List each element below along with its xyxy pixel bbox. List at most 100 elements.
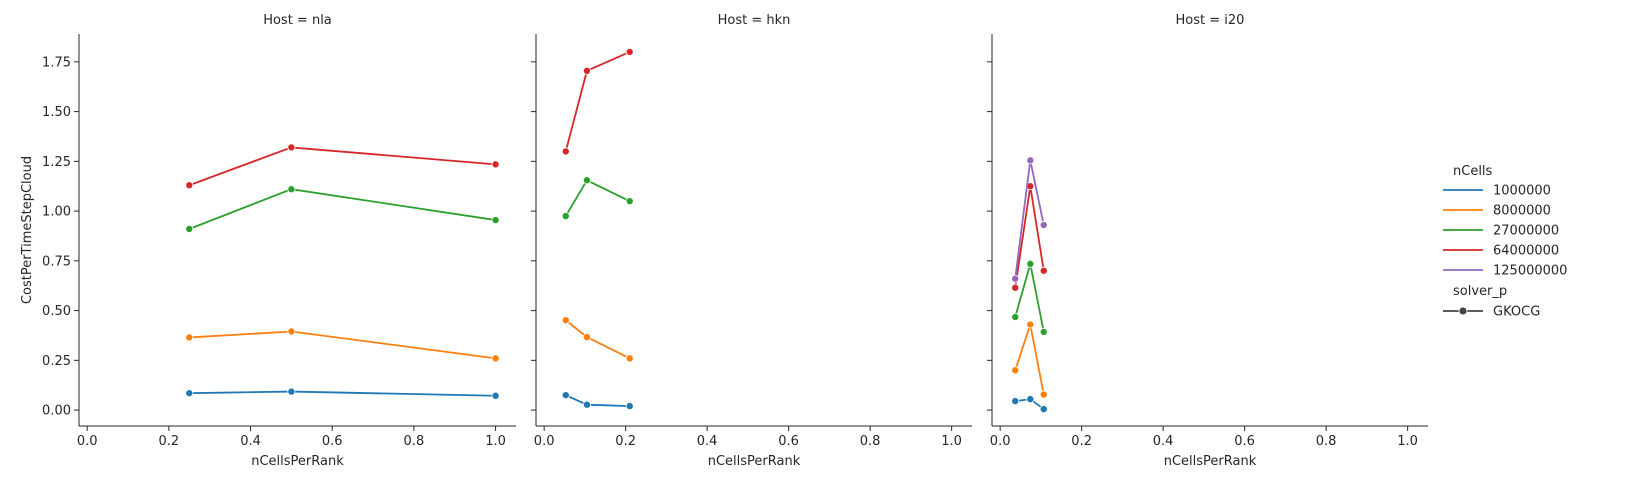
data-point (491, 160, 500, 169)
legend-style-entry: GKOCG (1493, 305, 1540, 320)
series-line (565, 319, 631, 360)
data-point (582, 400, 591, 409)
series-64000000 (561, 47, 634, 156)
data-point (625, 354, 634, 363)
data-point (287, 327, 296, 336)
x-tick-label: 1.0 (1397, 434, 1418, 449)
y-axis-title: CostPerTimeStepCloud (20, 156, 35, 304)
x-tick-label: 0.2 (1071, 434, 1092, 449)
y-tick-label: 0.50 (42, 304, 71, 319)
legend-style-title: solver_p (1453, 284, 1507, 299)
panels: Host = nla 0.0 0.2 0.4 0.6 0.8 1.0 0.00 0.25 0.50… (42, 13, 1428, 469)
data-point (1026, 395, 1035, 404)
x-tick-label: 0.6 (322, 434, 343, 449)
series-line (564, 179, 631, 217)
data-point (625, 402, 634, 411)
panel-title: Host = hkn (718, 13, 791, 28)
data-point (491, 391, 500, 400)
data-point (1011, 397, 1020, 406)
x-tick-label: 0.6 (1234, 434, 1255, 449)
series-8000000 (1011, 320, 1048, 399)
x-tick-label: 0.8 (1316, 434, 1337, 449)
y-tick-label: 1.75 (42, 55, 71, 70)
panel-3: Host = i20 0.0 0.2 0.4 0.6 0.8 1.0 nCellsPerRan… (987, 13, 1428, 469)
x-tick-label: 0.4 (697, 434, 718, 449)
data-point (625, 47, 634, 56)
series-line (189, 390, 496, 397)
series-line (188, 188, 496, 230)
legend-entry: 64000000 (1493, 244, 1559, 259)
data-point (1039, 390, 1048, 399)
series-line (189, 330, 496, 360)
x-tick-label: 0.0 (77, 434, 98, 449)
data-point (185, 181, 194, 190)
panel-2: Host = hkn 0.0 0.2 0.4 0.6 0.8 1.0 nCellsPerRan… (531, 13, 972, 469)
data-point (1026, 156, 1035, 165)
y-tick-label: 0.75 (42, 254, 71, 269)
series-64000000 (185, 143, 500, 190)
series-line (564, 51, 631, 152)
series-line (1014, 320, 1045, 395)
series-64000000 (1011, 182, 1048, 292)
data-point (491, 354, 500, 363)
data-point (287, 185, 296, 194)
data-point (561, 316, 570, 325)
x-tick-label: 0.8 (860, 434, 881, 449)
x-tick-label: 0.4 (240, 434, 261, 449)
series-line (188, 146, 496, 187)
x-axis-title: nCellsPerRank (708, 454, 801, 469)
x-tick-label: 1.0 (941, 434, 962, 449)
legend-hue-title: nCells (1453, 164, 1493, 179)
x-tick-label: 0.0 (990, 434, 1011, 449)
legend-entry: 125000000 (1493, 264, 1567, 279)
y-tick-label: 1.50 (42, 105, 71, 120)
series-27000000 (561, 176, 634, 221)
data-point (561, 391, 570, 400)
series-8000000 (185, 327, 500, 363)
series-1000000 (185, 387, 500, 400)
legend-entry: 1000000 (1493, 184, 1551, 199)
series-8000000 (561, 316, 634, 363)
data-point (561, 212, 570, 221)
data-point (491, 216, 500, 225)
data-point (582, 333, 591, 342)
data-point (185, 333, 194, 342)
data-point (1011, 274, 1020, 283)
x-tick-label: 1.0 (485, 434, 506, 449)
x-tick-label: 0.0 (534, 434, 555, 449)
data-point (582, 66, 591, 75)
y-tick-label: 1.00 (42, 205, 71, 220)
data-point (1039, 221, 1048, 230)
y-tick-label: 0.00 (42, 404, 71, 419)
x-tick-label: 0.4 (1153, 434, 1174, 449)
data-point (1026, 259, 1035, 268)
data-point (1039, 327, 1048, 336)
x-tick-label: 0.8 (404, 434, 425, 449)
legend-style-marker (1458, 306, 1468, 316)
panel-title: Host = nla (263, 13, 332, 28)
series-27000000 (185, 185, 500, 234)
series-1000000 (561, 391, 634, 411)
panel-title: Host = i20 (1176, 13, 1245, 28)
data-point (1039, 266, 1048, 275)
data-point (1039, 405, 1048, 414)
data-point (561, 147, 570, 156)
data-point (287, 143, 296, 152)
series-line (565, 394, 630, 408)
y-tick-label: 0.25 (42, 354, 71, 369)
y-tick-label: 1.25 (42, 155, 71, 170)
data-point (625, 197, 634, 206)
panel-1: Host = nla 0.0 0.2 0.4 0.6 0.8 1.0 0.00 0.25 0.50… (42, 13, 516, 469)
x-axis-title: nCellsPerRank (1164, 454, 1257, 469)
data-point (185, 389, 194, 398)
x-tick-label: 0.6 (778, 434, 799, 449)
data-point (287, 387, 296, 396)
data-point (1011, 366, 1020, 375)
data-point (1011, 312, 1020, 321)
data-point (1026, 320, 1035, 329)
legend-entry: 27000000 (1493, 224, 1559, 239)
y-axis-title-group: CostPerTimeStepCloud (20, 156, 35, 304)
data-point (582, 176, 591, 185)
series-125000000 (1011, 156, 1048, 283)
